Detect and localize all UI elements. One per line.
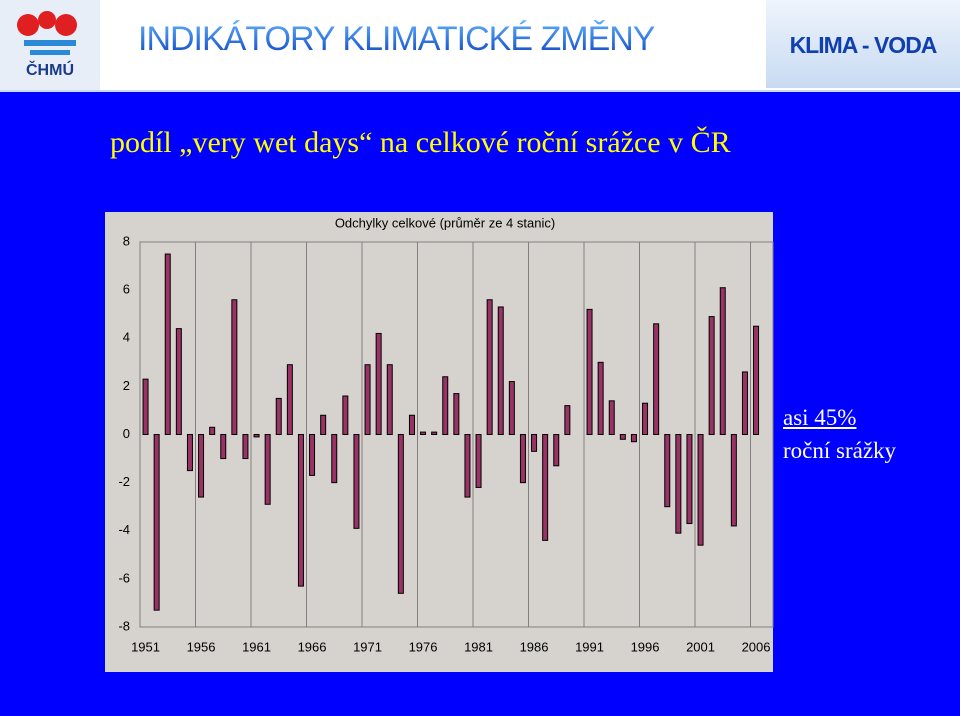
bar: [586, 308, 593, 435]
y-tick-label: -4: [118, 522, 130, 537]
bar: [253, 434, 260, 438]
bar: [198, 434, 205, 498]
bar: [275, 397, 282, 435]
bar: [231, 299, 238, 435]
bar: [686, 434, 693, 525]
x-tick-label: 1996: [631, 639, 660, 654]
bar: [164, 253, 171, 435]
bar: [619, 434, 626, 440]
x-tick-label: 2006: [742, 639, 771, 654]
slide-title: podíl „very wet days“ na celkové roční s…: [110, 126, 731, 159]
header: ČHMÚ INDIKÁTORY KLIMATICKÉ ZMĚNY KLIMA -…: [0, 0, 960, 92]
bar: [186, 434, 193, 472]
bar: [320, 414, 327, 435]
bar: [519, 434, 526, 484]
bar: [442, 376, 449, 435]
bar: [408, 414, 415, 435]
x-tick-label: 1986: [520, 639, 549, 654]
bar: [286, 364, 293, 435]
y-tick-label: 8: [123, 233, 130, 248]
x-tick-label: 1976: [409, 639, 438, 654]
bar: [175, 328, 182, 435]
bar: [453, 393, 460, 435]
bar: [386, 364, 393, 435]
y-tick-label: 6: [123, 282, 130, 297]
logo-text: ČHMÚ: [26, 62, 74, 79]
bar: [486, 299, 493, 435]
x-tick-label: 1971: [353, 639, 382, 654]
bar: [642, 402, 649, 435]
logo-icon: [17, 11, 77, 55]
bar: [608, 400, 615, 435]
bar: [664, 434, 671, 508]
x-tick-label: 2001: [686, 639, 715, 654]
bar: [142, 378, 149, 435]
bar: [553, 434, 560, 467]
y-tick-label: 2: [123, 378, 130, 393]
y-tick-label: 0: [123, 426, 130, 441]
annotation: roční srážky: [783, 438, 897, 463]
bar: [564, 405, 571, 435]
bar: [475, 434, 482, 488]
y-tick-label: 4: [123, 330, 130, 345]
bar: [531, 434, 538, 452]
header-title: INDIKÁTORY KLIMATICKÉ ZMĚNY: [138, 20, 655, 58]
x-tick-label: 1981: [464, 639, 493, 654]
plot-frame: [139, 241, 774, 628]
bar: [653, 323, 660, 435]
bar: [209, 426, 216, 435]
bar: [741, 371, 748, 435]
bar: [675, 434, 682, 534]
bar: [431, 431, 438, 435]
bar: [397, 434, 404, 594]
y-tick-label: -2: [118, 474, 130, 489]
y-tick-label: -8: [118, 618, 130, 633]
bar: [220, 434, 227, 460]
bar: [542, 434, 549, 541]
chart-title: Odchylky celkové (průměr ze 4 stanic): [335, 215, 555, 230]
x-tick-label: 1961: [242, 639, 271, 654]
x-tick-label: 1991: [575, 639, 604, 654]
bar: [753, 325, 760, 435]
x-tick-label: 1956: [187, 639, 216, 654]
bar: [242, 434, 249, 460]
bar: [730, 434, 737, 527]
logo: ČHMÚ: [0, 0, 100, 90]
bar: [497, 306, 504, 435]
bar: [508, 381, 515, 435]
bar: [375, 332, 382, 435]
bar: [353, 434, 360, 529]
header-right: KLIMA - VODA: [766, 0, 960, 88]
y-tick-label: -6: [118, 570, 130, 585]
bar: [309, 434, 316, 476]
bar: [597, 361, 604, 435]
header-right-text: KLIMA - VODA: [789, 32, 938, 58]
bar: [153, 434, 160, 611]
bar: [420, 431, 427, 435]
bar: [364, 364, 371, 435]
bar: [264, 434, 271, 505]
annotation: asi 45%: [783, 405, 857, 430]
bar: [630, 434, 637, 443]
bar: [331, 434, 338, 484]
bar: [464, 434, 471, 498]
chart-area: [105, 212, 773, 672]
x-tick-label: 1951: [131, 639, 160, 654]
bar: [342, 395, 349, 435]
bar: [697, 434, 704, 546]
bar: [719, 287, 726, 435]
x-tick-label: 1966: [298, 639, 327, 654]
bar: [297, 434, 304, 587]
bar: [708, 316, 715, 435]
